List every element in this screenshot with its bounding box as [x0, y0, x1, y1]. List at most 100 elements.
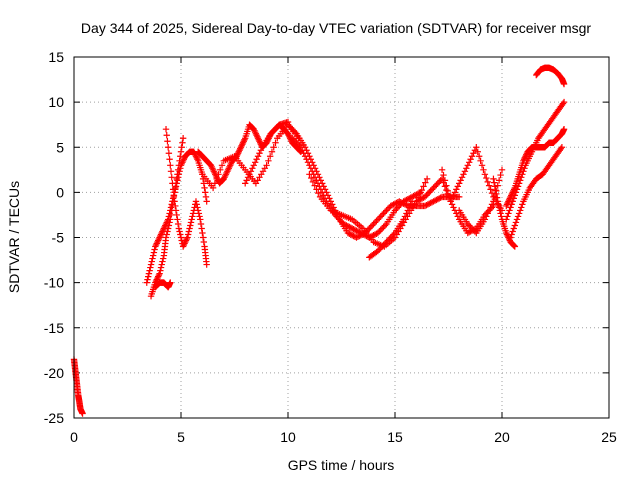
data-point — [242, 180, 249, 187]
data-point — [521, 154, 529, 161]
data-point — [503, 229, 510, 237]
data-point — [390, 231, 397, 238]
data-point — [148, 258, 155, 265]
data-point — [433, 181, 440, 189]
data-point — [503, 202, 510, 210]
data-point — [513, 216, 521, 223]
data-point — [416, 196, 423, 204]
series-track-c — [147, 135, 187, 300]
data-point — [454, 183, 461, 190]
data-point — [465, 222, 473, 229]
data-point — [424, 190, 432, 198]
data-point — [346, 223, 353, 231]
data-point — [374, 216, 382, 223]
data-point — [457, 177, 464, 184]
data-point — [478, 162, 486, 169]
data-point — [157, 232, 164, 240]
data-point — [450, 192, 457, 199]
data-point — [508, 231, 515, 238]
data-point — [378, 243, 386, 250]
data-point — [241, 136, 248, 143]
data-point — [505, 235, 513, 243]
data-point — [368, 222, 376, 229]
data-point — [340, 220, 347, 228]
data-point — [162, 126, 170, 133]
data-point — [159, 226, 167, 234]
data-point — [251, 159, 259, 166]
y-tick-label: -15 — [44, 320, 64, 336]
series-track-r — [503, 98, 568, 223]
data-point — [417, 195, 424, 203]
data-point — [187, 222, 194, 229]
data-point — [560, 98, 568, 106]
data-point — [509, 198, 516, 205]
data-point — [475, 153, 483, 160]
data-point — [434, 195, 441, 203]
data-point — [202, 193, 210, 201]
data-point — [347, 224, 354, 231]
data-point — [304, 159, 312, 166]
data-point — [172, 202, 179, 210]
data-point — [427, 187, 434, 195]
data-point — [431, 197, 439, 204]
data-point — [291, 138, 299, 145]
data-point — [284, 121, 292, 128]
data-point — [150, 249, 158, 256]
data-point — [453, 210, 460, 217]
data-point — [157, 264, 165, 271]
data-point — [494, 182, 501, 189]
data-point — [256, 150, 263, 157]
data-point — [456, 180, 463, 187]
data-point — [559, 100, 567, 107]
data-point — [510, 242, 518, 249]
data-point — [221, 174, 228, 181]
y-tick-label: -10 — [44, 275, 64, 291]
data-point — [171, 198, 178, 205]
data-point — [313, 186, 320, 193]
data-point — [286, 133, 293, 140]
data-point — [467, 223, 474, 231]
data-point — [456, 193, 463, 201]
data-point — [558, 144, 566, 151]
data-point — [217, 166, 224, 174]
data-point — [174, 220, 182, 228]
data-point — [350, 232, 357, 240]
data-point — [488, 201, 496, 208]
data-point — [320, 192, 327, 199]
data-point — [167, 162, 174, 169]
data-point — [523, 151, 530, 158]
data-point — [494, 198, 501, 205]
data-point — [492, 186, 499, 194]
data-point — [154, 238, 161, 246]
data-point — [384, 205, 392, 213]
data-point — [172, 207, 180, 214]
data-point — [401, 213, 409, 220]
data-point — [387, 202, 394, 210]
data-point — [299, 147, 306, 154]
data-point — [239, 139, 247, 146]
data-point — [227, 160, 235, 167]
data-point — [446, 192, 453, 200]
data-point — [185, 228, 193, 235]
data-point — [189, 213, 196, 220]
data-point — [351, 226, 359, 234]
data-point — [240, 138, 247, 145]
y-tick-label: -5 — [52, 230, 65, 246]
data-point — [380, 210, 387, 217]
data-point — [465, 159, 473, 166]
data-point — [403, 196, 410, 204]
data-point — [307, 165, 315, 172]
data-point — [381, 222, 389, 229]
data-point — [515, 180, 523, 187]
data-point — [309, 168, 316, 175]
data-point — [199, 234, 207, 241]
data-point — [373, 217, 380, 225]
data-point — [211, 169, 218, 177]
data-point — [255, 136, 262, 143]
data-point — [367, 223, 374, 231]
data-point — [250, 126, 257, 133]
data-point — [485, 182, 493, 189]
series-track-h — [242, 118, 292, 187]
data-point — [436, 178, 443, 186]
